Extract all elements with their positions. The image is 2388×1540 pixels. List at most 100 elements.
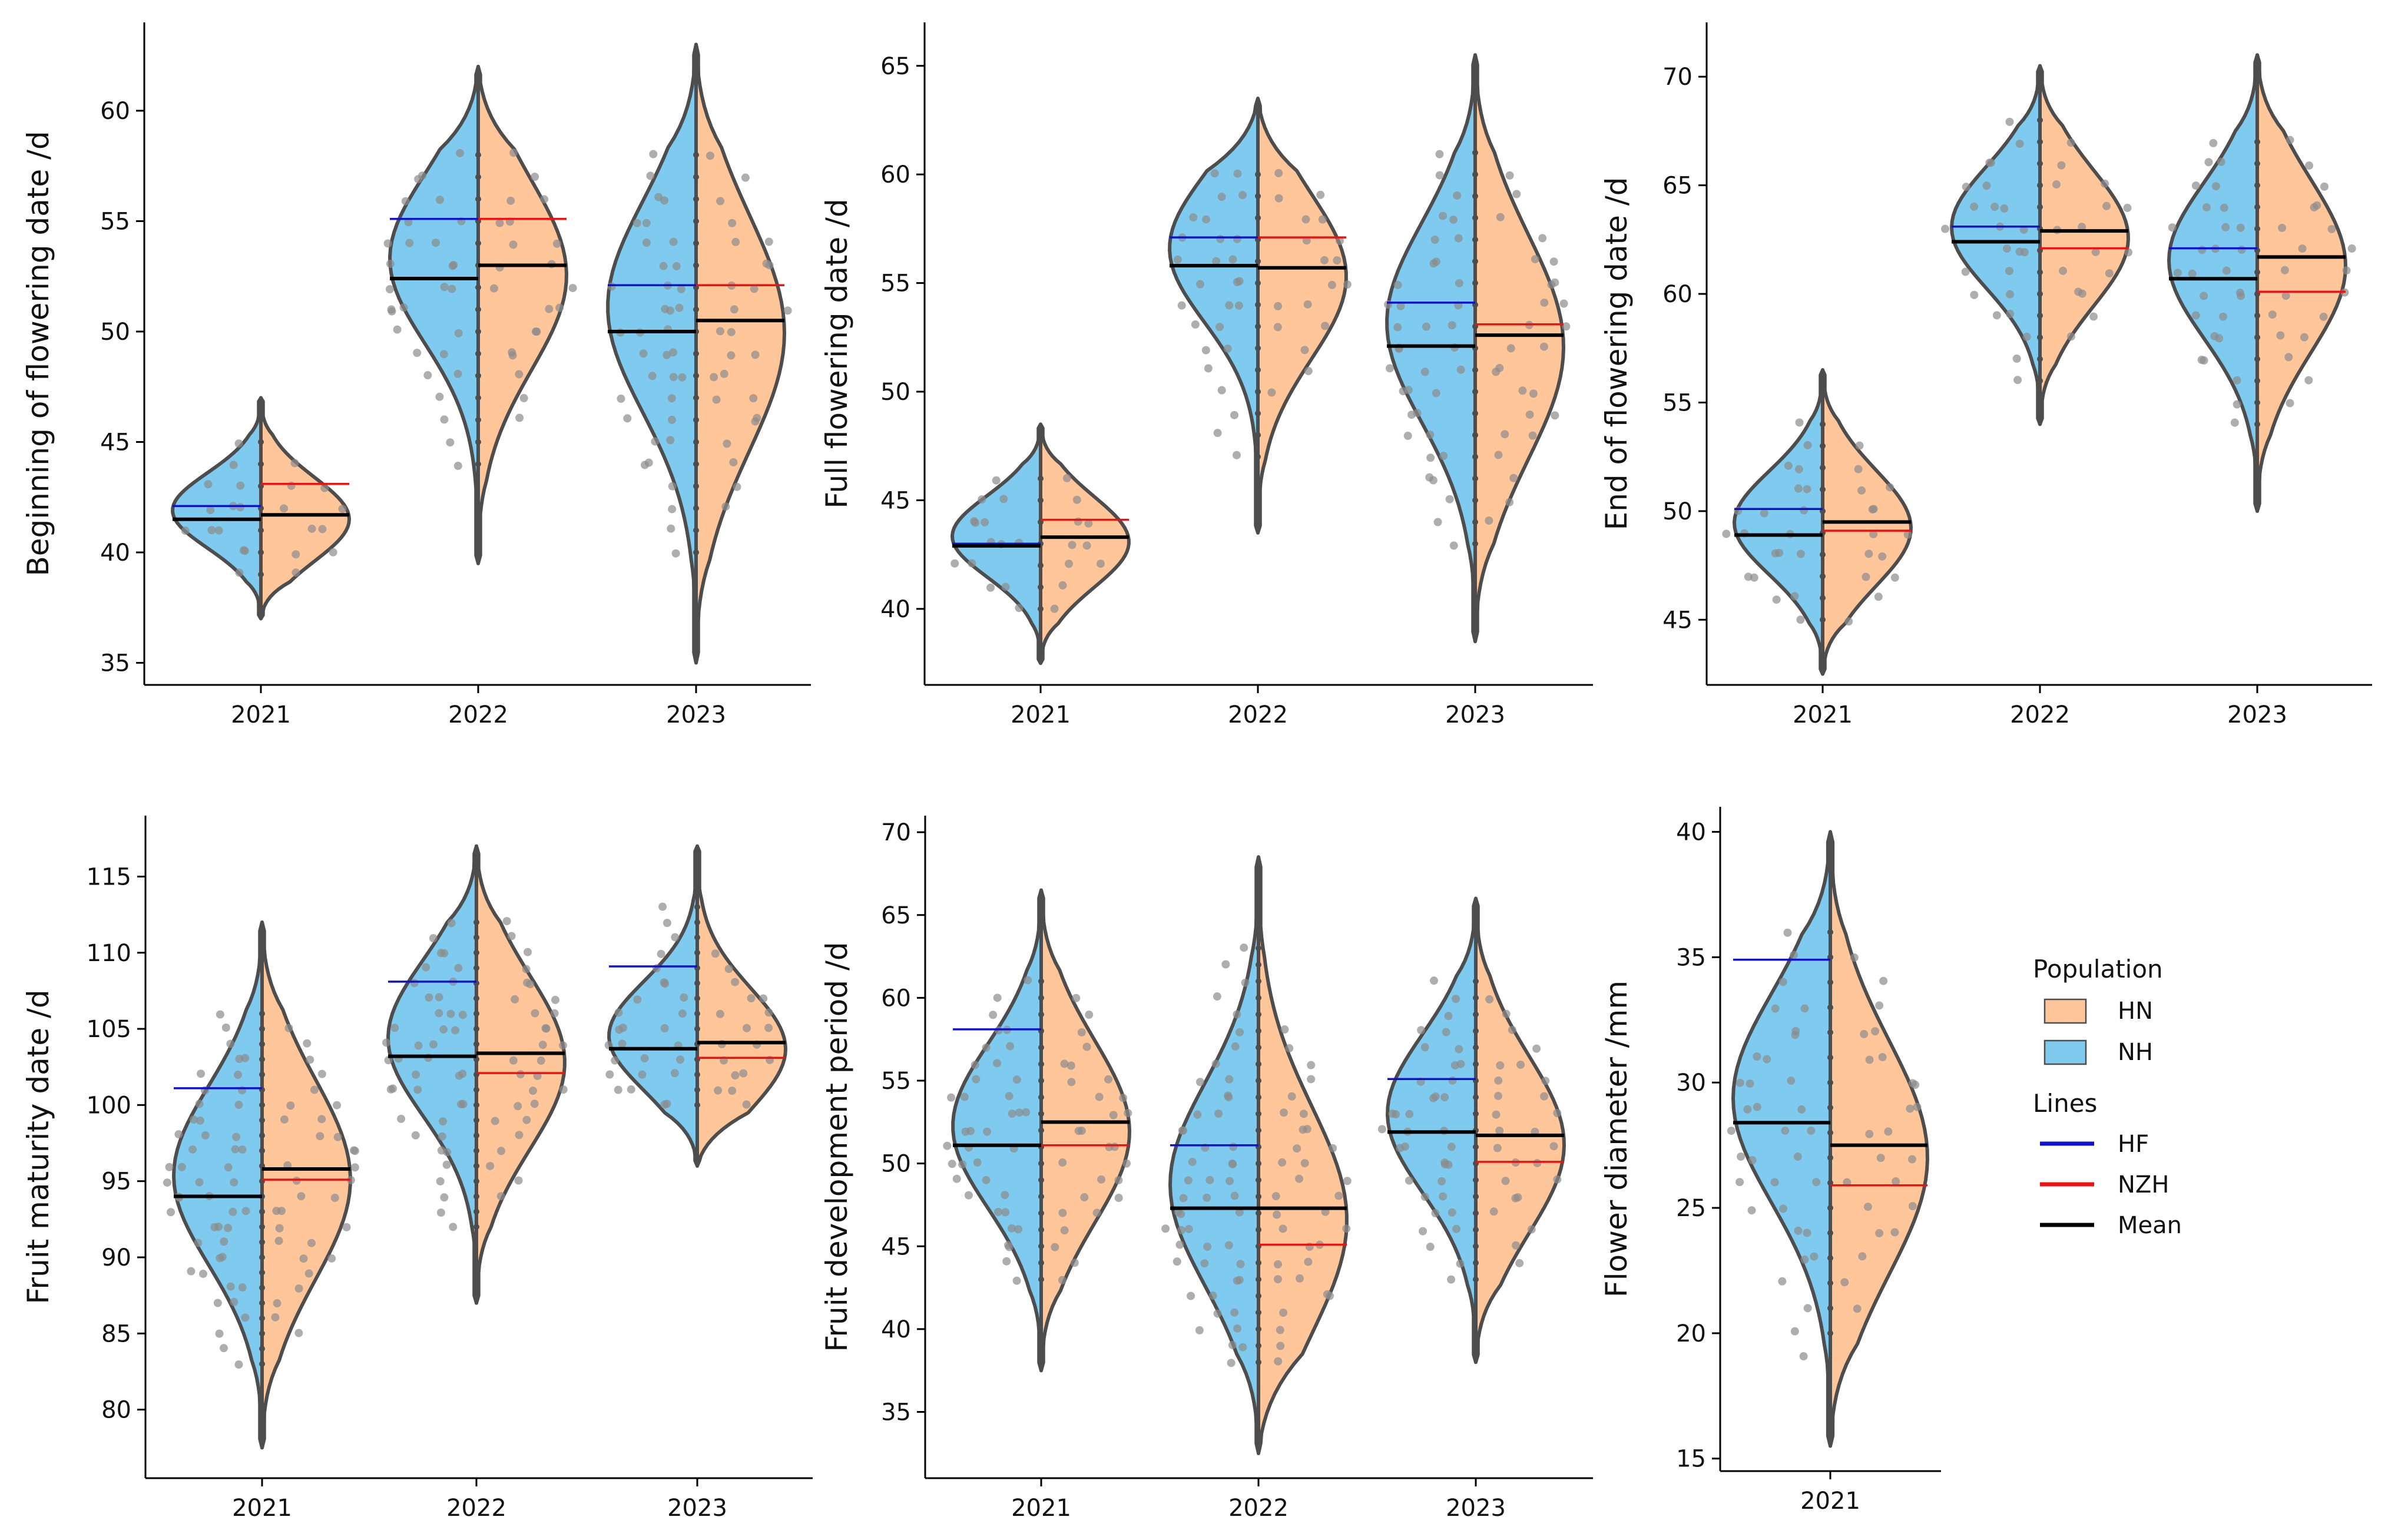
data-point	[1913, 1102, 1922, 1111]
inner-dot	[2037, 160, 2043, 167]
violin-half-hn	[1473, 53, 1565, 644]
data-point	[1008, 1110, 1016, 1118]
inner-dot	[473, 949, 479, 956]
data-point	[1803, 441, 1812, 449]
data-point	[1787, 1077, 1796, 1085]
data-point	[1743, 1105, 1752, 1114]
data-point	[970, 517, 979, 526]
data-point	[1184, 1176, 1193, 1185]
data-point	[2005, 267, 2013, 276]
inner-dot	[473, 1011, 479, 1017]
data-point	[1495, 1126, 1504, 1135]
data-point	[1022, 1108, 1031, 1117]
data-point	[972, 1075, 981, 1084]
data-point	[1962, 183, 1970, 191]
data-point	[436, 1208, 445, 1217]
inner-dot	[1256, 1309, 1261, 1316]
data-point	[458, 1011, 467, 1019]
data-point	[1456, 1059, 1465, 1068]
inner-dot	[1820, 486, 1826, 493]
data-point	[731, 1071, 740, 1080]
data-point	[617, 395, 625, 403]
data-point	[1531, 255, 1539, 264]
data-point	[456, 1100, 465, 1109]
data-point	[552, 239, 561, 248]
data-point	[1430, 236, 1439, 244]
y-tick-label: 55	[881, 1068, 911, 1095]
data-point	[1727, 1127, 1735, 1135]
data-point	[1553, 1109, 1562, 1118]
data-point	[677, 284, 685, 293]
violin-half-hn	[2038, 64, 2130, 426]
inner-dot	[1472, 410, 1478, 416]
data-point	[194, 1238, 203, 1247]
data-point	[1216, 234, 1225, 243]
x-tick-label: 2021	[1011, 701, 1071, 728]
data-point	[727, 327, 736, 336]
data-point	[1455, 1045, 1463, 1054]
inner-dot	[1473, 1028, 1479, 1034]
data-point	[1527, 1225, 1536, 1234]
data-point	[1307, 1075, 1316, 1084]
data-point	[1429, 259, 1438, 268]
data-point	[642, 239, 651, 247]
data-point	[1771, 549, 1780, 558]
data-point	[2005, 117, 2014, 126]
data-point	[1280, 1025, 1289, 1034]
violin-half-nh	[172, 920, 264, 1450]
inner-dot	[259, 1284, 265, 1291]
data-point	[1771, 1004, 1780, 1013]
violin-half-nh	[1168, 855, 1260, 1455]
data-point	[765, 261, 774, 270]
data-point	[454, 963, 463, 972]
data-point	[712, 395, 721, 404]
data-point	[1541, 1077, 1550, 1085]
violin-half-nh	[951, 888, 1043, 1373]
inner-dot	[1256, 1326, 1261, 1332]
inner-dot	[259, 1300, 265, 1306]
data-point	[982, 1175, 991, 1184]
data-point	[1549, 1142, 1558, 1151]
data-point	[2066, 332, 2075, 341]
data-point	[2197, 356, 2206, 365]
data-point	[1763, 1055, 1771, 1064]
inner-dot	[1472, 193, 1478, 200]
legend-swatch-hn	[2043, 998, 2087, 1024]
data-point	[651, 437, 660, 446]
x-tick-label: 2022	[448, 701, 508, 728]
data-point	[721, 502, 730, 511]
data-point	[1072, 495, 1081, 504]
inner-dot	[694, 1102, 700, 1108]
data-point	[1230, 1191, 1239, 1200]
inner-dot	[693, 439, 699, 445]
data-point	[644, 458, 653, 467]
data-point	[1342, 1224, 1351, 1233]
data-point	[317, 1069, 326, 1078]
data-point	[167, 1208, 175, 1217]
data-point	[1396, 302, 1405, 310]
data-point	[1941, 224, 1950, 233]
inner-dot	[1255, 171, 1261, 178]
y-tick-label: 70	[881, 819, 911, 846]
data-point	[238, 1145, 247, 1154]
data-point	[665, 306, 674, 315]
data-point	[2300, 333, 2308, 342]
violin-2022	[382, 844, 568, 1305]
data-point	[286, 1101, 295, 1110]
inner-dot	[1473, 1276, 1479, 1283]
y-tick-label: 60	[100, 98, 130, 125]
inner-dot	[1472, 475, 1478, 482]
data-point	[429, 1040, 438, 1049]
inner-dot	[1472, 280, 1478, 286]
data-point	[1104, 1075, 1112, 1084]
inner-dot	[1472, 497, 1478, 504]
inner-dot	[1820, 551, 1826, 558]
inner-dot	[1255, 410, 1261, 416]
inner-dot	[2254, 312, 2260, 319]
data-point	[297, 1192, 306, 1201]
data-point	[952, 1174, 961, 1183]
data-point	[1405, 1176, 1413, 1185]
data-point	[1440, 1158, 1449, 1167]
inner-dot	[693, 152, 699, 158]
